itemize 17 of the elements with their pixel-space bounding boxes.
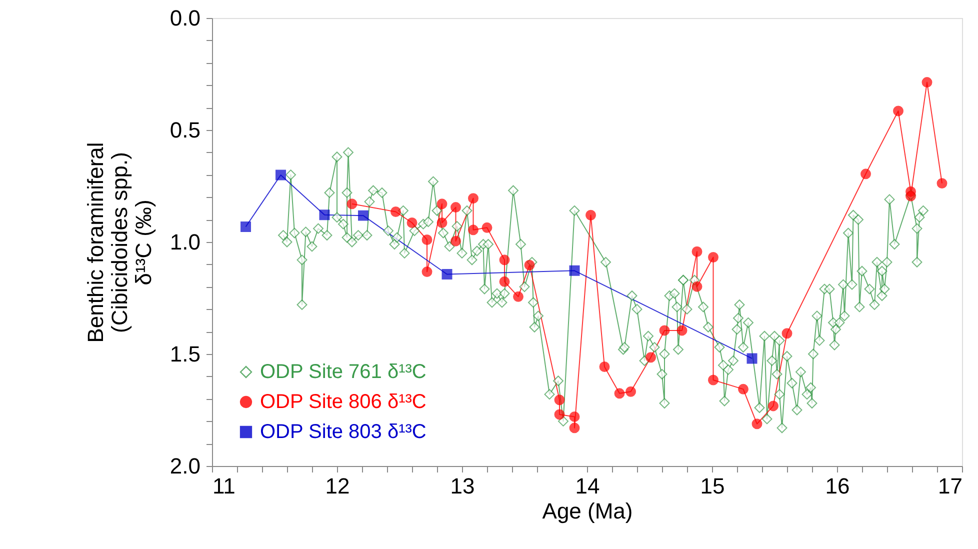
- legend-label: ODP Site 803 δ¹³C: [260, 421, 426, 443]
- y-tick-label: 2.0: [170, 454, 200, 478]
- x-tick-label: 14: [575, 474, 600, 498]
- x-tick-label: 12: [325, 474, 350, 498]
- x-tick-label: 16: [825, 474, 850, 498]
- y-tick-label: 1.5: [170, 342, 200, 366]
- legend-label: ODP Site 761 δ¹³C: [260, 361, 426, 383]
- y-tick-label: 0.0: [170, 6, 200, 30]
- y-tick-label: 1.0: [170, 230, 200, 254]
- x-tick-label: 15: [700, 474, 725, 498]
- x-tick-label: 11: [212, 474, 236, 498]
- x-axis-title: Age (Ma): [542, 498, 633, 524]
- legend-label: ODP Site 806 δ¹³C: [260, 391, 426, 413]
- y-axis-title: Benthic foraminiferal (Cibicidoides spp.) δ¹³C (‰): [82, 142, 156, 343]
- x-tick-label: 13: [450, 474, 475, 498]
- y-tick-label: 0.5: [170, 118, 200, 142]
- x-tick-label: 17: [938, 474, 962, 498]
